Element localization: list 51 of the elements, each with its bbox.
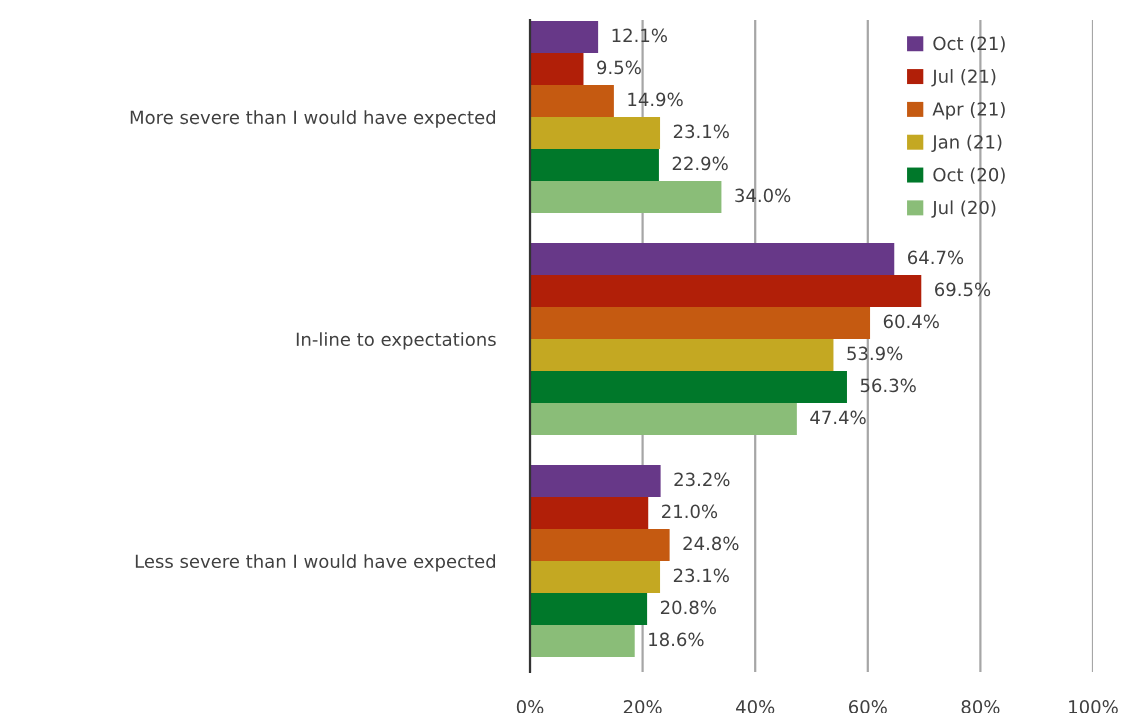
x-tick-label: 20% [623,700,662,713]
bar [530,561,661,594]
data-label: 56.3% [860,378,916,393]
data-label: 64.7% [908,250,964,265]
bar [530,464,661,497]
data-label: 9.5% [597,60,641,75]
x-tick-label: 0% [516,700,544,713]
data-label: 69.5% [935,282,991,297]
data-label: 20.8% [660,600,716,615]
y-tick-label: More severe than I would have expected [130,110,496,128]
legend-label: Oct (21) [933,36,1005,53]
bar [530,149,659,182]
bar [530,593,648,626]
y-tick-label: In-line to expectations [296,332,496,350]
bar [530,275,922,307]
legend-label: Oct (20) [933,167,1005,184]
bar [530,371,847,404]
x-tick-label: 60% [849,700,887,713]
data-label: 34.0% [735,188,791,203]
data-label: 23.2% [674,472,730,487]
data-label: 14.9% [628,92,683,107]
data-label: 53.9% [847,346,903,361]
bar [530,53,584,86]
legend-label: Jul (20) [931,200,996,218]
legend-label: Jul (21) [931,69,996,87]
x-tick-label: 100% [1069,700,1118,713]
bar [530,496,649,529]
x-tick-label: 80% [961,700,1000,713]
bar [530,403,797,436]
bar [530,181,722,214]
bar [530,529,670,561]
bar [530,85,614,118]
data-label: 23.1% [673,568,729,583]
y-tick-label: Less severe than I would have expected [135,554,496,572]
data-label: 60.4% [883,314,939,329]
legend-label: Jan (21) [931,134,1002,153]
bar [530,625,635,658]
x-tick-label: 40% [736,700,775,713]
data-label: 21.0% [662,504,718,519]
data-label: 24.8% [683,536,739,551]
bar [530,307,871,340]
bar [530,242,895,275]
bar [530,21,599,53]
data-label: 12.1% [612,28,667,43]
data-label: 22.9% [672,156,728,171]
bar [530,117,661,150]
legend-label: Apr (21) [932,101,1005,120]
data-label: 18.6% [649,632,704,647]
data-label: 47.4% [810,410,866,425]
data-label: 23.1% [673,124,729,139]
bar [530,339,834,372]
